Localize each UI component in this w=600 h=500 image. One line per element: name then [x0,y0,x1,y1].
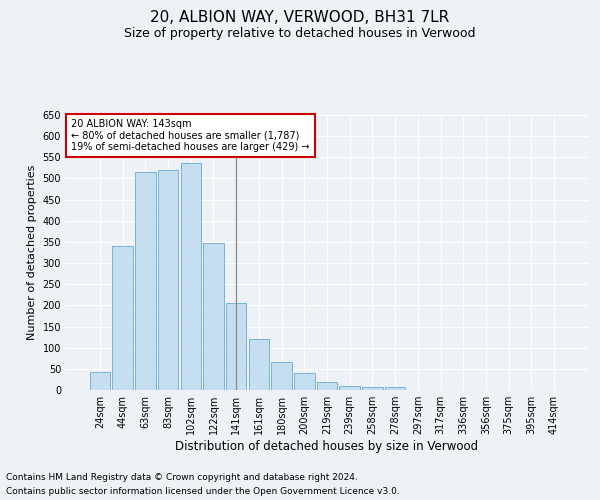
Bar [294,373,314,390]
Bar [112,246,133,390]
Bar [317,382,337,390]
Bar [385,386,406,390]
Bar [271,362,292,390]
Y-axis label: Number of detached properties: Number of detached properties [27,165,37,340]
Bar [203,243,224,390]
Text: Size of property relative to detached houses in Verwood: Size of property relative to detached ho… [124,28,476,40]
Bar [135,172,155,390]
Text: 20, ALBION WAY, VERWOOD, BH31 7LR: 20, ALBION WAY, VERWOOD, BH31 7LR [151,10,449,25]
Bar [362,386,383,390]
Text: Contains public sector information licensed under the Open Government Licence v3: Contains public sector information licen… [6,488,400,496]
Text: 20 ALBION WAY: 143sqm
← 80% of detached houses are smaller (1,787)
19% of semi-d: 20 ALBION WAY: 143sqm ← 80% of detached … [71,119,310,152]
Bar [181,163,201,390]
Bar [226,304,247,390]
Bar [340,386,360,390]
X-axis label: Distribution of detached houses by size in Verwood: Distribution of detached houses by size … [175,440,479,453]
Text: Contains HM Land Registry data © Crown copyright and database right 2024.: Contains HM Land Registry data © Crown c… [6,472,358,482]
Bar [90,372,110,390]
Bar [248,339,269,390]
Bar [158,170,178,390]
